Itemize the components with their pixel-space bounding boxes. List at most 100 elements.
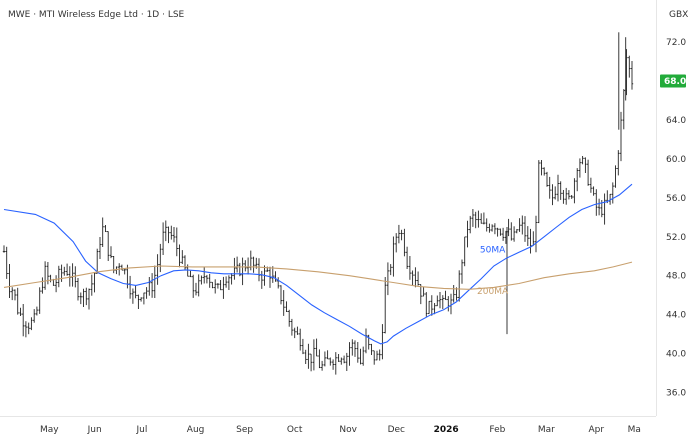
ohlc-bar <box>172 227 176 243</box>
ohlc-bar <box>362 346 365 366</box>
ohlc-bar <box>11 287 14 301</box>
ohlc-bar <box>353 340 357 357</box>
ohlc-bar <box>589 177 593 193</box>
ohlc-bar <box>474 211 477 229</box>
ohlc-bar <box>241 257 244 286</box>
ohlc-bar <box>466 220 469 248</box>
ohlc-bar <box>104 225 107 233</box>
ohlc-bar <box>22 304 25 337</box>
ohlc-bar <box>345 352 348 371</box>
ohlc-bar <box>315 338 318 357</box>
y-tick-label: 36.0 <box>666 389 686 399</box>
ohlc-bar <box>422 287 425 297</box>
ohlc-bar <box>411 270 414 286</box>
ohlc-bar <box>203 267 206 284</box>
ohlc-bar <box>515 229 518 234</box>
ohlc-bar <box>167 226 170 244</box>
ohlc-bar <box>148 277 151 296</box>
ohlc-bar <box>8 264 11 298</box>
ohlc-bar <box>74 266 77 288</box>
ohlc-bar <box>611 182 614 204</box>
last-price-badge: 68.0 <box>660 74 686 88</box>
ohlc-bar <box>438 292 442 309</box>
ohlc-bar <box>490 224 494 232</box>
ma-line-200ma <box>3 261 633 290</box>
ohlc-bar <box>595 189 598 216</box>
ohlc-bar <box>30 317 33 331</box>
y-tick-label: 52.0 <box>666 233 686 243</box>
ohlc-bar <box>13 289 17 301</box>
ohlc-bar <box>562 190 565 204</box>
ohlc-bar <box>194 282 198 296</box>
x-tick-label: May <box>40 425 59 435</box>
ohlc-bar <box>370 343 373 355</box>
ohlc-bar <box>375 350 379 361</box>
ohlc-bar <box>41 277 44 294</box>
ohlc-bar <box>386 262 390 296</box>
ohlc-bar <box>340 357 343 365</box>
ohlc-bar <box>309 353 313 372</box>
ohlc-bar <box>159 243 162 273</box>
ohlc-bar <box>392 236 395 277</box>
ohlc-bar <box>123 268 126 275</box>
ohlc-bar <box>170 225 173 240</box>
y-tick-label: 72.0 <box>666 38 686 48</box>
ohlc-bar <box>76 278 80 301</box>
y-tick-label: 48.0 <box>666 272 686 282</box>
ohlc-bar <box>573 178 576 204</box>
ohlc-bar <box>175 227 178 257</box>
ohlc-bar <box>145 287 148 299</box>
ohlc-bar <box>222 276 225 299</box>
ohlc-bar <box>131 288 135 304</box>
ohlc-bar <box>529 228 532 254</box>
ohlc-bar <box>150 273 154 298</box>
ohlc-bar <box>277 277 280 289</box>
currency-label: GBX <box>669 10 688 20</box>
x-tick-label: Ma <box>628 425 641 435</box>
ohlc-bar <box>2 245 6 253</box>
ohlc-bar <box>79 292 82 305</box>
ohlc-bar <box>153 265 156 298</box>
ohlc-bar <box>334 352 337 375</box>
ma-label-50ma: 50MA <box>480 245 506 255</box>
ohlc-bar <box>395 233 398 253</box>
ohlc-bar <box>551 184 554 206</box>
ohlc-bar <box>581 156 584 165</box>
ohlc-bar <box>460 259 464 284</box>
ohlc-bar <box>326 350 329 360</box>
ohlc-bar <box>414 267 417 288</box>
ohlc-bar <box>85 287 88 306</box>
ohlc-bar <box>235 256 239 273</box>
ohlc-bar <box>200 275 203 285</box>
ohlc-bar <box>436 295 439 307</box>
ohlc-bar <box>87 288 91 310</box>
ohlc-bar <box>252 256 255 273</box>
ohlc-bar <box>578 158 582 178</box>
x-tick-label: Aug <box>187 425 205 435</box>
ohlc-bar <box>419 284 422 305</box>
ohlc-bar <box>134 285 137 299</box>
ohlc-bar <box>98 237 102 259</box>
ohlc-bar <box>208 273 211 288</box>
ohlc-bars <box>2 32 634 375</box>
ohlc-bar <box>293 327 296 339</box>
ohlc-bar <box>521 215 524 235</box>
ohlc-bar <box>82 288 85 307</box>
ohlc-bar <box>469 215 472 234</box>
ohlc-bar <box>458 270 461 302</box>
ohlc-bar <box>455 287 458 301</box>
ohlc-bar <box>304 349 307 364</box>
ohlc-bar <box>161 222 165 255</box>
ohlc-bar <box>480 213 483 224</box>
ohlc-bar <box>271 266 274 283</box>
ohlc-bar <box>90 274 93 296</box>
ohlc-bar <box>331 359 335 370</box>
x-tick-label: Mar <box>538 425 555 435</box>
ohlc-bar <box>35 306 39 316</box>
ohlc-bar <box>197 274 200 297</box>
ohlc-bar <box>288 309 291 327</box>
ohlc-bar <box>19 307 22 316</box>
last-price-badge-bg <box>660 74 686 88</box>
ohlc-bar <box>512 226 516 242</box>
ohlc-bar <box>233 257 236 280</box>
